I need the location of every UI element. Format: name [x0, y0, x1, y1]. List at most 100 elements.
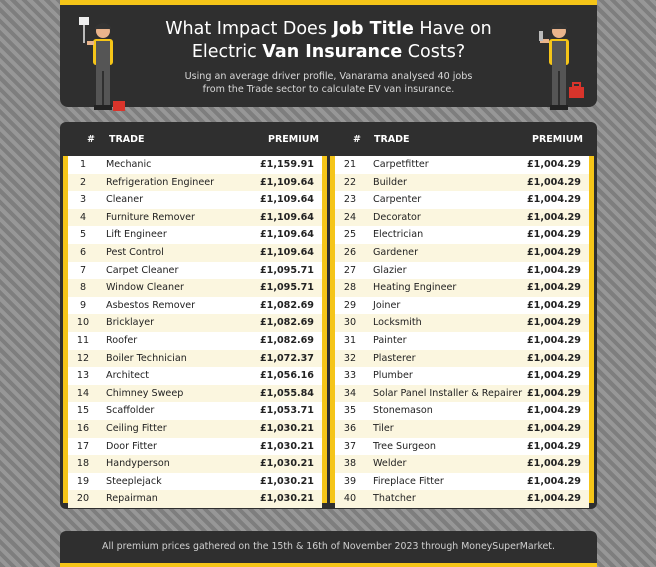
row-number: 25: [343, 229, 357, 241]
row-trade: Roofer: [106, 334, 138, 346]
premium-table: # TRADE PREMIUM # TRADE PREMIUM 1 Mechani…: [60, 122, 597, 509]
row-premium: £1,004.29: [526, 282, 581, 294]
row-number: 2: [79, 176, 87, 188]
row-premium: £1,004.29: [526, 299, 581, 311]
table-row: 11 Roofer £1,082.69: [68, 332, 322, 350]
row-premium: £1,082.69: [259, 334, 314, 346]
table-header: # TRADE PREMIUM # TRADE PREMIUM: [60, 122, 597, 156]
table-row: 28 Heating Engineer £1,004.29: [335, 279, 589, 297]
row-premium: £1,055.84: [259, 387, 314, 399]
row-premium: £1,004.29: [526, 475, 581, 487]
table-row: 29 Joiner £1,004.29: [335, 297, 589, 315]
table-row: 12 Boiler Technician £1,072.37: [68, 349, 322, 368]
row-number: 11: [76, 334, 90, 346]
row-premium: £1,056.16: [259, 370, 314, 382]
row-trade: Carpet Cleaner: [106, 264, 179, 276]
row-premium: £1,004.29: [526, 387, 581, 399]
row-trade: Locksmith: [373, 317, 422, 329]
row-trade: Gardener: [373, 246, 419, 258]
row-number: 26: [343, 246, 357, 258]
row-number: 19: [76, 475, 90, 487]
col-trade-right: TRADE: [374, 134, 410, 145]
table-row: 39 Fireplace Fitter £1,004.29: [335, 473, 589, 491]
table-row: 20 Repairman £1,030.21: [68, 490, 322, 508]
table-row: 9 Asbestos Remover £1,082.69: [68, 297, 322, 315]
table-row: 10 Bricklayer £1,082.69: [68, 314, 322, 332]
table-row: 38 Welder £1,004.29: [335, 455, 589, 473]
row-premium: £1,030.21: [259, 458, 314, 470]
table-row: 30 Locksmith £1,004.29: [335, 314, 589, 332]
row-trade: Window Cleaner: [106, 282, 184, 294]
col-trade-left: TRADE: [109, 134, 145, 145]
row-number: 15: [76, 405, 90, 417]
row-trade: Boiler Technician: [106, 352, 187, 364]
table-row: 24 Decorator £1,004.29: [335, 208, 589, 227]
table-row: 37 Tree Surgeon £1,004.29: [335, 438, 589, 456]
row-number: 7: [79, 264, 87, 276]
row-premium: £1,082.69: [259, 299, 314, 311]
page-subtitle: Using an average driver profile, Vanaram…: [184, 71, 473, 95]
row-trade: Fireplace Fitter: [373, 475, 444, 487]
row-number: 37: [343, 440, 357, 452]
row-number: 4: [79, 211, 87, 223]
row-number: 21: [343, 159, 357, 170]
row-trade: Plasterer: [373, 352, 416, 364]
table-row: 27 Glazier £1,004.29: [335, 262, 589, 280]
row-premium: £1,030.21: [259, 493, 314, 505]
row-trade: Solar Panel Installer & Repairer: [373, 387, 523, 399]
row-number: 14: [76, 387, 90, 399]
row-number: 36: [343, 422, 357, 434]
row-premium: £1,004.29: [526, 176, 581, 188]
row-premium: £1,095.71: [259, 264, 314, 276]
table-row: 5 Lift Engineer £1,109.64: [68, 226, 322, 244]
table-row: 3 Cleaner £1,109.64: [68, 191, 322, 209]
row-number: 13: [76, 370, 90, 382]
row-premium: £1,004.29: [526, 211, 581, 223]
row-premium: £1,053.71: [259, 405, 314, 417]
row-trade: Refrigeration Engineer: [106, 176, 215, 188]
row-number: 6: [79, 246, 87, 258]
col-num-right: #: [353, 134, 361, 145]
table-row: 7 Carpet Cleaner £1,095.71: [68, 262, 322, 280]
col-premium-left: PREMIUM: [268, 134, 319, 145]
row-premium: £1,004.29: [526, 264, 581, 276]
row-trade: Furniture Remover: [106, 211, 195, 223]
table-row: 33 Plumber £1,004.29: [335, 367, 589, 385]
row-number: 24: [343, 211, 357, 223]
row-premium: £1,004.29: [526, 229, 581, 241]
row-number: 9: [79, 299, 87, 311]
row-trade: Stonemason: [373, 405, 433, 417]
row-trade: Painter: [373, 334, 407, 346]
row-number: 30: [343, 317, 357, 329]
row-premium: £1,159.91: [259, 159, 314, 170]
row-trade: Steeplejack: [106, 475, 162, 487]
table-row: 8 Window Cleaner £1,095.71: [68, 279, 322, 297]
row-number: 35: [343, 405, 357, 417]
table-panel-left: 1 Mechanic £1,159.91 2 Refrigeration Enginee…: [63, 156, 327, 508]
row-trade: Builder: [373, 176, 407, 188]
row-premium: £1,004.29: [526, 246, 581, 258]
row-trade: Lift Engineer: [106, 229, 167, 241]
row-number: 5: [79, 229, 87, 241]
row-premium: £1,004.29: [526, 405, 581, 417]
table-row: 23 Carpenter £1,004.29: [335, 191, 589, 209]
table-row: 21 Carpetfitter £1,004.29: [335, 156, 589, 174]
table-row: 22 Builder £1,004.29: [335, 173, 589, 192]
row-number: 3: [79, 194, 87, 206]
row-premium: £1,072.37: [259, 352, 314, 364]
row-premium: £1,004.29: [526, 370, 581, 382]
row-trade: Pest Control: [106, 246, 164, 258]
row-number: 20: [76, 493, 90, 505]
table-row: 25 Electrician £1,004.29: [335, 226, 589, 244]
row-premium: £1,004.29: [526, 159, 581, 170]
row-premium: £1,004.29: [526, 440, 581, 452]
table-panel-right: 21 Carpetfitter £1,004.29 22 Builder £1,004.2…: [330, 156, 594, 508]
row-number: 31: [343, 334, 357, 346]
row-number: 34: [343, 387, 357, 399]
row-premium: £1,004.29: [526, 194, 581, 206]
table-row: 2 Refrigeration Engineer £1,109.64: [68, 173, 322, 192]
col-num-left: #: [87, 134, 95, 145]
row-premium: £1,030.21: [259, 422, 314, 434]
row-trade: Welder: [373, 458, 407, 470]
row-trade: Architect: [106, 370, 150, 382]
